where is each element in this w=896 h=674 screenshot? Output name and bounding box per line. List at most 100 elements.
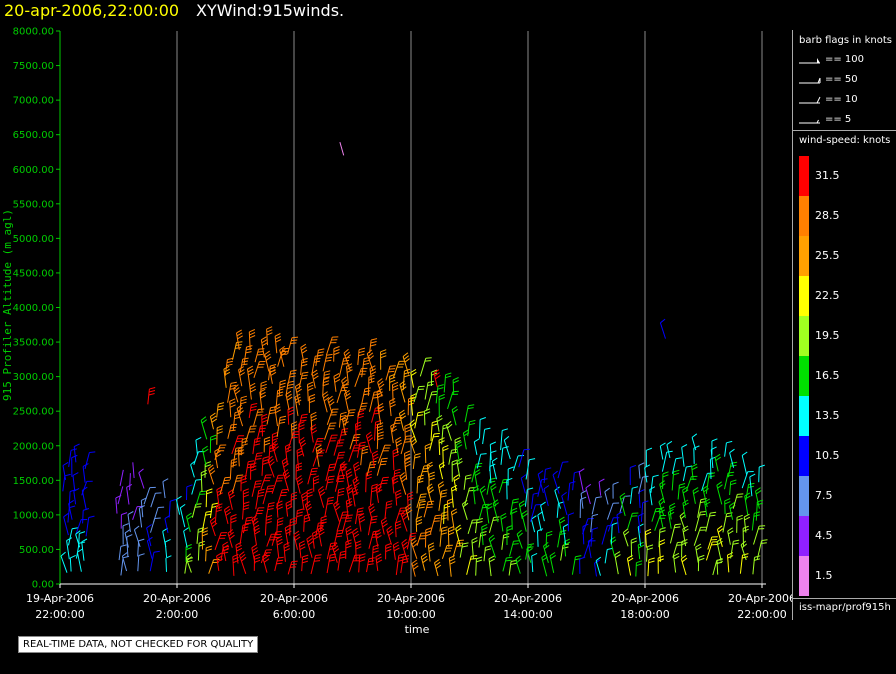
barb-tick bbox=[339, 474, 346, 477]
wind-barb bbox=[307, 467, 318, 485]
barb-staff bbox=[500, 430, 503, 451]
barb-staff bbox=[606, 503, 614, 520]
barb-tick bbox=[476, 559, 483, 563]
barb-staff bbox=[729, 452, 735, 468]
barb-tick bbox=[127, 511, 134, 515]
barb-tick bbox=[297, 478, 303, 483]
wind-barb bbox=[353, 461, 361, 481]
wind-barb bbox=[239, 395, 248, 414]
barb-tick bbox=[730, 482, 737, 486]
barb-staff bbox=[75, 519, 82, 534]
wind-barb bbox=[324, 496, 335, 517]
wind-barb bbox=[251, 480, 262, 497]
barb-tick bbox=[372, 547, 379, 551]
wind-barb bbox=[290, 421, 298, 439]
barb-tick bbox=[290, 369, 297, 372]
barb-staff bbox=[337, 552, 341, 571]
barb-staff bbox=[345, 471, 350, 491]
barb-tick bbox=[682, 486, 688, 491]
barb-tick bbox=[218, 402, 225, 405]
wind-barb bbox=[509, 498, 519, 515]
barb-tick bbox=[395, 523, 402, 527]
barb-tick bbox=[456, 527, 462, 532]
wind-barb bbox=[705, 472, 716, 494]
barb-tick bbox=[403, 355, 410, 360]
barb-tick bbox=[727, 530, 734, 535]
wind-barb bbox=[598, 478, 605, 496]
wind-barb bbox=[385, 365, 396, 381]
barb-staff bbox=[459, 543, 464, 558]
wind-barb bbox=[646, 544, 654, 562]
barb-tick bbox=[270, 368, 276, 373]
barb-tick bbox=[385, 545, 392, 549]
barb-tick bbox=[283, 545, 290, 549]
barb-staff bbox=[119, 469, 124, 486]
barb-tick bbox=[64, 473, 71, 477]
wind-barb bbox=[205, 545, 213, 562]
barb-staff bbox=[395, 440, 399, 454]
barb-tick bbox=[440, 492, 448, 495]
barb-tick bbox=[224, 508, 231, 514]
barb-tick bbox=[252, 547, 258, 552]
barb-tick bbox=[284, 524, 291, 529]
barb-staff bbox=[333, 440, 339, 456]
barb-staff bbox=[739, 555, 743, 574]
barb-tick bbox=[389, 368, 396, 370]
wind-barb bbox=[512, 455, 525, 472]
barb-tick bbox=[239, 551, 245, 556]
barb-staff bbox=[537, 479, 543, 497]
wind-barb bbox=[322, 370, 331, 387]
wind-barb bbox=[365, 431, 374, 454]
barb-tick bbox=[382, 479, 389, 482]
barb-tick bbox=[662, 474, 669, 478]
wind-barb bbox=[486, 503, 493, 524]
barb-legend-item: == 100 bbox=[799, 53, 896, 67]
date-time-title: 20-apr-2006,22:00:00 bbox=[4, 1, 180, 20]
barb-tick bbox=[276, 538, 283, 543]
barb-tick bbox=[377, 378, 383, 383]
barb-tick bbox=[258, 488, 265, 492]
barb-tick bbox=[323, 396, 330, 402]
barb-staff bbox=[244, 461, 249, 481]
barb-tick bbox=[419, 496, 426, 498]
barb-staff bbox=[471, 463, 477, 483]
barb-tick bbox=[319, 531, 325, 536]
y-tick-label: 1000.00 bbox=[13, 510, 54, 521]
barb-tick bbox=[733, 539, 740, 542]
barb-tick bbox=[359, 556, 366, 559]
barb-tick bbox=[486, 503, 493, 507]
barb-staff bbox=[727, 463, 732, 478]
barb-tick bbox=[197, 530, 204, 533]
wind-barb bbox=[68, 448, 77, 467]
barb-tick bbox=[451, 448, 458, 451]
barb-staff bbox=[366, 558, 370, 573]
legend-divider bbox=[793, 130, 896, 131]
barb-staff bbox=[208, 559, 215, 574]
barb-tick bbox=[293, 530, 300, 535]
barb-staff bbox=[85, 517, 90, 537]
barb-staff bbox=[439, 513, 443, 532]
barb-tick bbox=[257, 494, 264, 497]
barb-tick bbox=[471, 540, 478, 544]
barb-tick bbox=[340, 434, 347, 436]
barb-tick bbox=[410, 393, 417, 397]
wind-barb bbox=[260, 380, 267, 399]
barb-tick bbox=[72, 472, 79, 476]
barb-staff bbox=[409, 439, 416, 454]
barb-staff bbox=[306, 538, 313, 558]
barb-staff bbox=[607, 517, 614, 532]
barb-tick bbox=[249, 329, 255, 333]
barb-staff bbox=[582, 526, 585, 545]
wind-barb bbox=[407, 491, 414, 511]
wind-barb bbox=[729, 479, 737, 496]
x-tick-time: 22:00:00 bbox=[35, 608, 84, 621]
barb-tick bbox=[392, 387, 399, 392]
barb-tick bbox=[693, 490, 699, 495]
barb-tick bbox=[405, 435, 412, 437]
barb-tick bbox=[592, 513, 599, 517]
barb-tick bbox=[434, 517, 441, 520]
barb-staff bbox=[132, 506, 138, 520]
barb-tick bbox=[456, 444, 463, 449]
wind-barb bbox=[627, 512, 639, 530]
barb-tick bbox=[358, 515, 365, 520]
